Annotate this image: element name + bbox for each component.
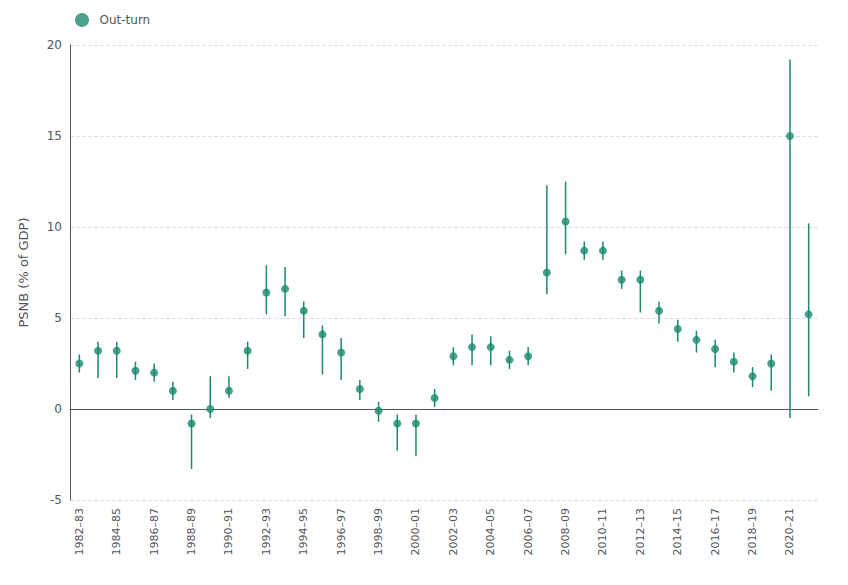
svg-text:1986–87: 1986–87	[148, 508, 161, 556]
svg-text:-5: -5	[50, 493, 62, 507]
svg-text:15: 15	[47, 129, 62, 143]
svg-text:2008–09: 2008–09	[559, 508, 572, 556]
svg-text:2010–11: 2010–11	[596, 508, 609, 556]
svg-text:1996–97: 1996–97	[335, 508, 348, 556]
svg-text:1982–83: 1982–83	[73, 508, 86, 556]
svg-text:20: 20	[47, 38, 62, 52]
svg-text:2004–05: 2004–05	[484, 508, 497, 556]
svg-text:1992–93: 1992–93	[260, 508, 273, 556]
svg-text:2006–07: 2006–07	[522, 508, 535, 556]
svg-text:2016–17: 2016–17	[709, 508, 722, 556]
svg-text:1990–91: 1990–91	[222, 508, 235, 556]
svg-text:0: 0	[54, 402, 62, 416]
svg-text:1994–95: 1994–95	[297, 508, 310, 556]
svg-text:2000–01: 2000–01	[409, 508, 422, 556]
svg-text:5: 5	[54, 311, 62, 325]
svg-text:Out-turn: Out-turn	[100, 13, 151, 27]
svg-text:2002–03: 2002–03	[447, 508, 460, 556]
svg-text:PSNB (% of GDP): PSNB (% of GDP)	[16, 217, 31, 327]
svg-text:1988–89: 1988–89	[185, 508, 198, 556]
svg-text:1984–85: 1984–85	[110, 508, 123, 556]
svg-text:10: 10	[47, 220, 62, 234]
svg-text:2012–13: 2012–13	[634, 508, 647, 556]
svg-text:2018–19: 2018–19	[746, 508, 759, 556]
svg-text:1998–99: 1998–99	[372, 508, 385, 556]
svg-text:2020–21: 2020–21	[783, 508, 796, 556]
svg-text:2014–15: 2014–15	[671, 508, 684, 556]
